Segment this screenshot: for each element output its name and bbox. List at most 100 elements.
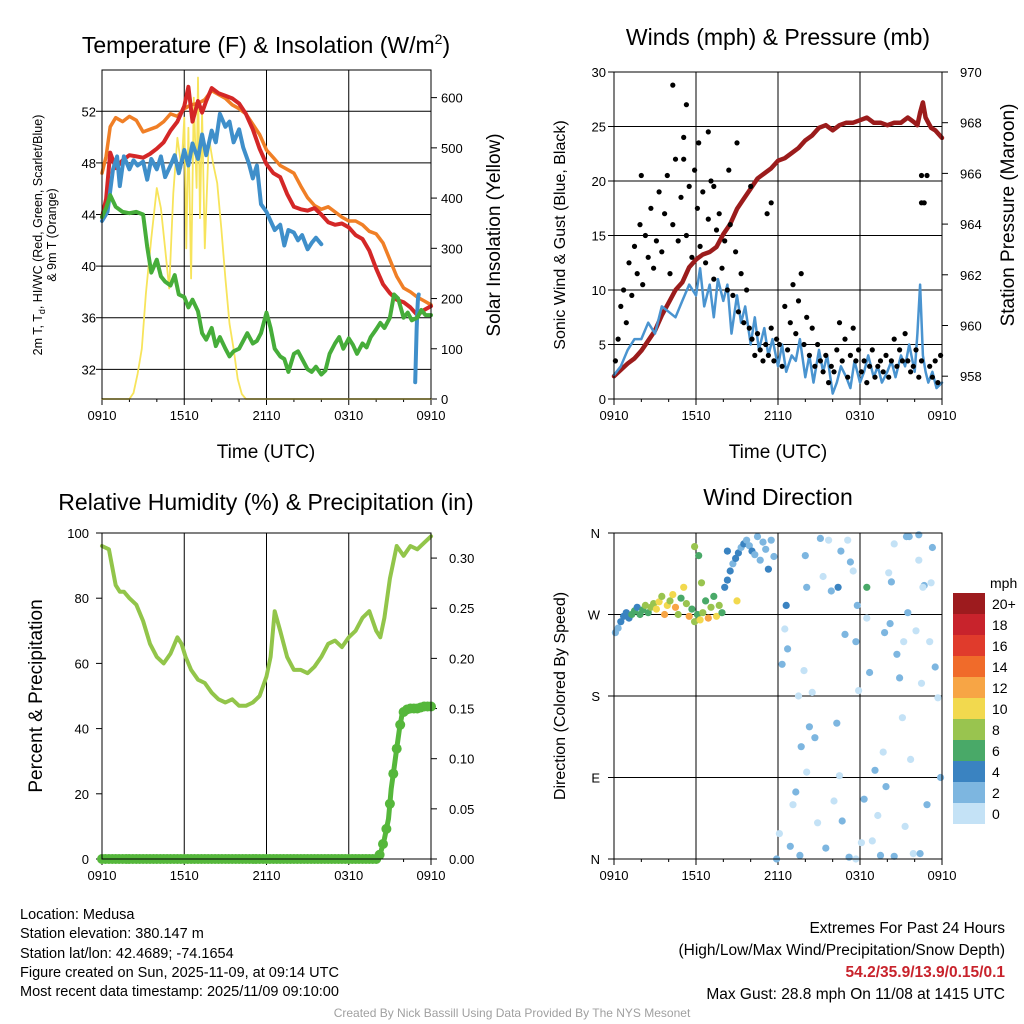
direction-point — [871, 766, 879, 774]
gust-point — [820, 369, 826, 375]
x-tick-label: 1510 — [682, 408, 711, 423]
direction-point — [928, 543, 937, 552]
direction-point — [641, 601, 650, 610]
legend-title: mph — [990, 575, 1017, 591]
direction-point — [881, 629, 889, 637]
gust-point — [918, 200, 925, 206]
y-tick-label: 0 — [82, 852, 89, 867]
y-tick-label: 36 — [82, 311, 96, 326]
series-line-wind-chill-late- — [413, 292, 421, 385]
gust-point — [771, 358, 777, 364]
gust-point — [730, 292, 736, 298]
legend-swatch — [953, 740, 985, 761]
gust-point — [812, 363, 818, 369]
y-axis-label-line2: & 9m T (Orange) — [45, 188, 59, 281]
legend-label: 16 — [992, 638, 1008, 654]
direction-point — [853, 601, 861, 610]
gust-point — [645, 254, 651, 260]
y2-tick-label: 0.05 — [449, 802, 474, 817]
direction-point — [882, 783, 890, 791]
gust-point — [713, 227, 720, 233]
x-tick-label: 0310 — [334, 868, 363, 883]
gust-point — [638, 172, 644, 179]
gust-point — [853, 358, 859, 364]
legend-swatch — [953, 761, 985, 782]
direction-point — [879, 748, 887, 756]
direction-point — [671, 603, 680, 611]
direction-point — [733, 597, 741, 605]
recent-data-text: Most recent data timestamp: 2025/11/09 0… — [20, 984, 339, 1001]
direction-point — [734, 549, 743, 557]
gust-point — [623, 320, 629, 326]
gust-point — [913, 347, 919, 353]
direction-point — [797, 743, 805, 751]
direction-point — [745, 542, 753, 550]
direction-point — [805, 723, 814, 731]
legend-swatch — [953, 698, 985, 719]
direction-point — [837, 547, 845, 555]
gust-point — [908, 369, 914, 375]
y2-tick-label: 966 — [960, 166, 982, 181]
gust-point — [850, 325, 856, 331]
x-tick-label: 0310 — [334, 408, 363, 423]
gust-point — [621, 287, 627, 293]
gust-point — [746, 325, 752, 331]
direction-point — [816, 534, 825, 543]
direction-point — [622, 609, 630, 617]
series-line-sonic-wind — [612, 266, 944, 395]
gust-point — [804, 314, 810, 320]
gust-point — [734, 140, 740, 146]
gust-point — [697, 243, 703, 249]
direction-point — [655, 598, 663, 606]
direction-point — [674, 610, 682, 619]
gust-point — [722, 238, 728, 244]
series-line-9m-t — [100, 88, 433, 307]
gust-point — [637, 222, 643, 228]
x-tick-label: 1510 — [170, 408, 199, 423]
gust-point — [932, 358, 938, 364]
y-tick-label: 15 — [592, 229, 606, 244]
y2-tick-label: 400 — [441, 191, 463, 206]
gust-point — [839, 358, 845, 364]
direction-point — [691, 618, 699, 626]
gust-point — [891, 336, 897, 342]
y-axis-label: 2m T, Td, HI/WC (Red, Green, Scarlet/Blu… — [31, 115, 47, 356]
y-axis-label: Sonic Wind & Gust (Blue, Black) — [552, 120, 569, 349]
direction-point — [917, 679, 926, 687]
y-tick-label: 32 — [82, 362, 96, 377]
gust-point — [867, 363, 873, 369]
direction-point — [890, 852, 898, 860]
y2-tick-label: 962 — [960, 268, 982, 283]
precip-point — [374, 849, 385, 860]
gust-point — [703, 260, 709, 266]
gust-point — [795, 298, 802, 304]
y-tick-label: W — [588, 608, 601, 623]
y2-tick-label: 100 — [441, 342, 463, 357]
gust-point — [831, 369, 837, 375]
gust-point — [748, 183, 754, 189]
direction-point — [844, 536, 852, 544]
direction-point — [912, 627, 920, 635]
y-tick-label: N — [591, 852, 600, 867]
direction-point — [915, 556, 923, 564]
gust-point — [741, 320, 747, 326]
y-tick-label: 48 — [82, 156, 96, 171]
legend-swatch — [953, 782, 985, 803]
direction-point — [937, 773, 945, 782]
precip-point — [395, 719, 406, 730]
legend-swatch — [953, 719, 985, 740]
direction-point — [718, 609, 726, 617]
direction-point — [846, 558, 855, 566]
direction-point — [696, 616, 704, 624]
gust-point — [918, 172, 925, 179]
gust-point — [670, 82, 676, 88]
direction-point — [852, 638, 860, 646]
gust-point — [858, 369, 865, 375]
x-tick-label: 1510 — [682, 868, 711, 883]
direction-point — [923, 801, 931, 809]
direction-point — [697, 579, 706, 587]
temperature-panel: 32 36 40 44 48 52 0 100 200 300 400 500 600 0910 1510 2… — [31, 31, 505, 463]
direction-point — [898, 714, 907, 722]
gust-point — [754, 331, 761, 337]
direction-point — [849, 567, 857, 575]
